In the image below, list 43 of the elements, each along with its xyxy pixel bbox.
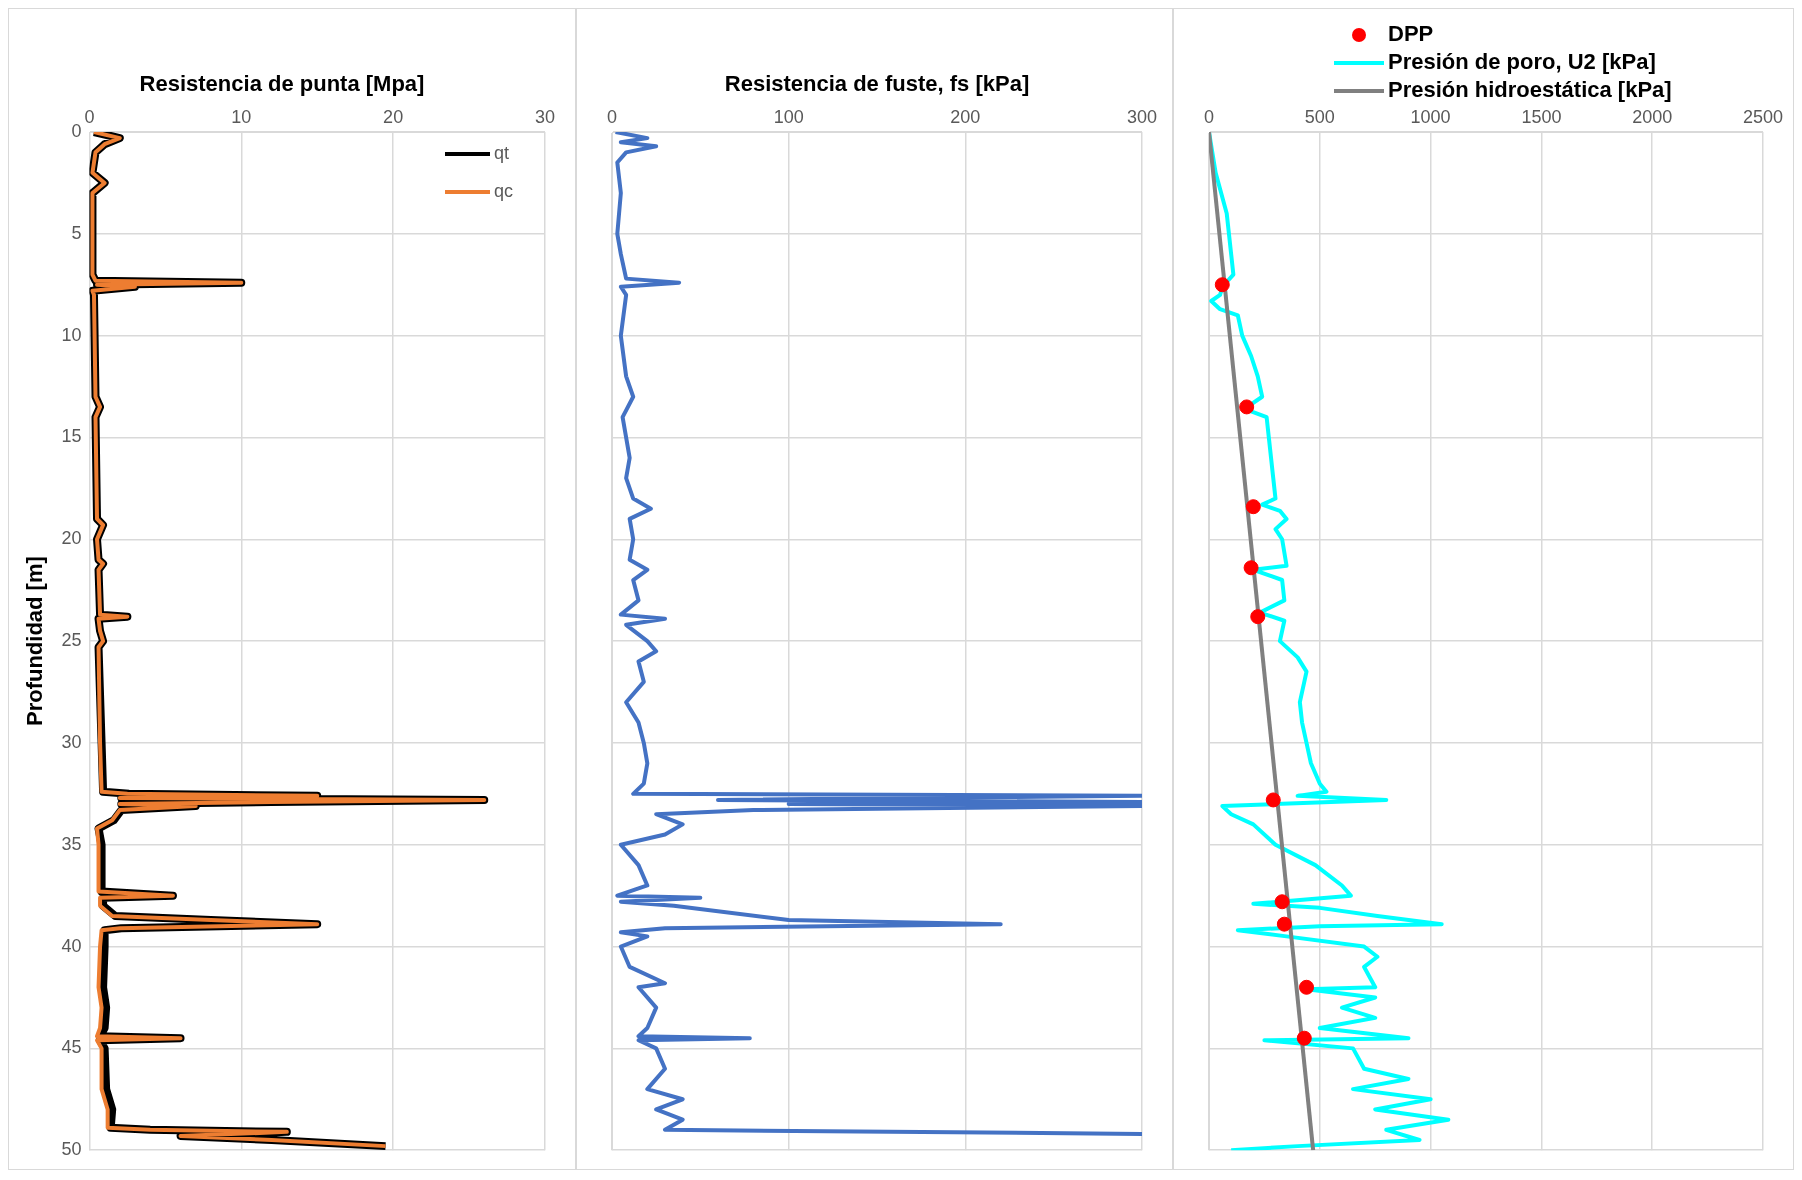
x-tick-label: 2500 [1742, 107, 1784, 128]
y-tick-label: 20 [61, 528, 82, 549]
point [1239, 399, 1255, 415]
point [1296, 1030, 1312, 1046]
x-tick-label: 20 [383, 107, 404, 128]
x-tick-label: 0 [84, 107, 95, 128]
legend-label: qt [494, 142, 510, 163]
y-tick-label: 30 [61, 731, 82, 752]
point [1299, 979, 1314, 995]
legend-label: Presión de poro, U2 [kPa] [1388, 49, 1656, 75]
legend-label: qc [494, 180, 514, 201]
y-tick-label: 10 [61, 324, 82, 345]
y-tick-label: 5 [71, 222, 82, 243]
point [1265, 792, 1281, 808]
point [1276, 916, 1292, 932]
x-tick-label: 500 [1304, 107, 1335, 128]
x-tick-label: 200 [950, 107, 981, 128]
y-tick-label: 0 [71, 120, 82, 141]
y-tick-label: 45 [61, 1037, 82, 1058]
point [1250, 609, 1266, 625]
x-tick-label: 0 [1203, 107, 1215, 128]
x-tick-label: 1500 [1521, 107, 1562, 128]
y-tick-label: 25 [61, 630, 82, 651]
x-tick-label: 300 [1126, 107, 1158, 128]
y-axis-title: Profundidad [m] [22, 556, 48, 727]
x-tick-label: 1000 [1410, 107, 1451, 128]
x-tick-label: 10 [231, 107, 252, 128]
legend-label: Presión hidroestática [kPa] [1388, 77, 1672, 103]
x-tick-label: 30 [534, 107, 556, 128]
chart-title: Resistencia de punta [Mpa] [139, 71, 425, 97]
x-tick-label: 2000 [1632, 107, 1673, 128]
point [1274, 894, 1290, 910]
point [1243, 560, 1259, 576]
x-tick-label: 0 [606, 107, 618, 128]
y-tick-label: 40 [61, 935, 82, 956]
point [1214, 277, 1230, 293]
legend-label: DPP [1388, 21, 1434, 47]
x-tick-label: 100 [773, 107, 804, 128]
chart-title: Resistencia de fuste, fs [kPa] [724, 71, 1030, 97]
y-tick-label: 35 [61, 833, 82, 854]
point [1245, 499, 1261, 515]
y-tick-label: 50 [61, 1139, 82, 1160]
y-tick-label: 15 [61, 426, 82, 447]
